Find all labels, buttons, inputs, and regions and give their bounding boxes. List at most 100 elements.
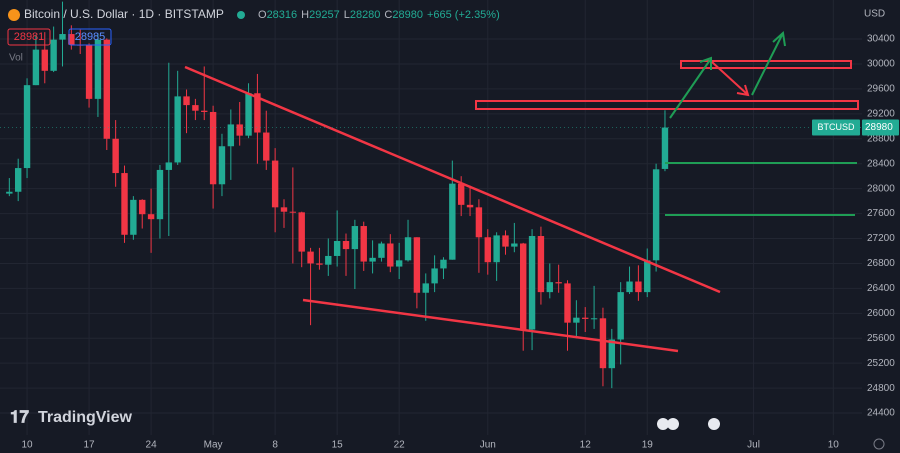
price-tag-symbol: BTCUSD (817, 122, 855, 132)
x-tick-label: May (204, 440, 223, 451)
candle-body (121, 173, 128, 235)
y-tick-label: 25600 (867, 333, 895, 344)
event-icon[interactable] (657, 418, 669, 430)
candle-body (431, 268, 438, 284)
candle-body (413, 237, 421, 293)
candle-body (192, 105, 199, 111)
y-tick-label: 29600 (867, 84, 895, 95)
candle-body (360, 226, 367, 262)
candle-body (652, 169, 660, 261)
candle-body (422, 283, 429, 293)
candle-body (475, 207, 483, 238)
candle-body (218, 146, 226, 185)
x-tick-label: 10 (21, 440, 33, 451)
y-tick-label: 27200 (867, 233, 895, 244)
candle-body (14, 168, 22, 192)
candle-body (546, 282, 553, 293)
ohlc-value: 29257 (309, 9, 340, 21)
candle-body (130, 199, 137, 235)
y-tick-label: 28400 (867, 158, 895, 169)
candle-body (289, 211, 297, 213)
candle-body (440, 259, 447, 269)
x-tick-label: 15 (332, 440, 344, 451)
candle-body (493, 235, 500, 263)
ohlc-label: C (384, 9, 392, 21)
candle-body (165, 162, 173, 170)
candle-body (227, 124, 235, 147)
price-tag-bg (812, 119, 860, 136)
candle-body (50, 39, 57, 71)
candle-body (201, 110, 208, 112)
sell-box (7, 28, 51, 46)
x-tick-label: 19 (642, 440, 654, 451)
ohlc-value: 28280 (350, 9, 381, 21)
candle-body (644, 260, 651, 293)
y-tick-label: 29200 (867, 108, 895, 119)
trendline (184, 65, 721, 294)
candle-body (236, 124, 243, 136)
candle-body (626, 281, 633, 293)
price-tag-value: 28980 (865, 122, 893, 133)
buy-price: 28985 (75, 31, 106, 43)
candle-body (112, 138, 119, 174)
candle-body (41, 49, 48, 71)
x-tick-label: 8 (272, 440, 278, 451)
candle-body (573, 317, 580, 323)
currency: USD (864, 9, 885, 20)
candle-body (245, 93, 252, 136)
candle-body (32, 49, 40, 86)
candle-body (23, 85, 31, 169)
candle-body (599, 318, 607, 369)
y-tick-label: 26000 (867, 308, 895, 319)
y-tick-label: 28800 (867, 133, 895, 144)
resistance-zone (475, 100, 859, 110)
x-tick-label: 10 (828, 440, 840, 451)
candle-body (254, 93, 261, 133)
candle-body (139, 199, 146, 215)
candle-body (174, 96, 181, 163)
x-tick-label: 22 (394, 440, 406, 451)
event-icon[interactable] (667, 418, 679, 430)
candle-body (528, 236, 536, 330)
candle-body (103, 39, 110, 139)
candle-body (502, 235, 509, 247)
drawings (184, 31, 859, 353)
candle-body (555, 282, 562, 284)
symbol-title: Bitcoin / U.S. Dollar · 1D · BITSTAMP (24, 7, 224, 21)
candle-body (209, 111, 217, 185)
candle-body (520, 243, 527, 330)
price-tag-bg (862, 119, 899, 136)
candle-body (85, 45, 93, 99)
candle-body (466, 204, 474, 208)
x-tick-label: 24 (146, 440, 158, 451)
y-tick-label: 28000 (867, 183, 895, 194)
y-tick-label: 26800 (867, 258, 895, 269)
event-icon[interactable] (708, 418, 720, 430)
candle-body (537, 236, 545, 293)
candle-body (280, 207, 288, 212)
trendline (302, 298, 679, 353)
candle-body (395, 260, 403, 267)
candle-body (661, 127, 669, 169)
axes: 24400 24800 25200 25600 26000 26400 26800 27200… (0, 34, 899, 451)
candle-body (608, 339, 616, 369)
candle-body (183, 96, 190, 106)
x-tick-label: 12 (580, 440, 592, 451)
y-tick-label: 24800 (867, 383, 895, 394)
settings-icon[interactable] (873, 438, 885, 450)
candle-body (68, 34, 75, 45)
arrow (751, 31, 786, 96)
candle-body (271, 160, 279, 208)
candle-body (316, 263, 323, 265)
candle-body (635, 281, 642, 293)
candle-body (582, 317, 589, 319)
candle-body (94, 39, 102, 99)
x-tick-label: 17 (84, 440, 96, 451)
candle-body (325, 255, 332, 265)
x-tick-label: Jul (747, 440, 760, 451)
candle-body (333, 241, 341, 256)
candle-body (449, 183, 456, 260)
y-tick-label: 24400 (867, 408, 895, 419)
status-dot (237, 11, 245, 19)
